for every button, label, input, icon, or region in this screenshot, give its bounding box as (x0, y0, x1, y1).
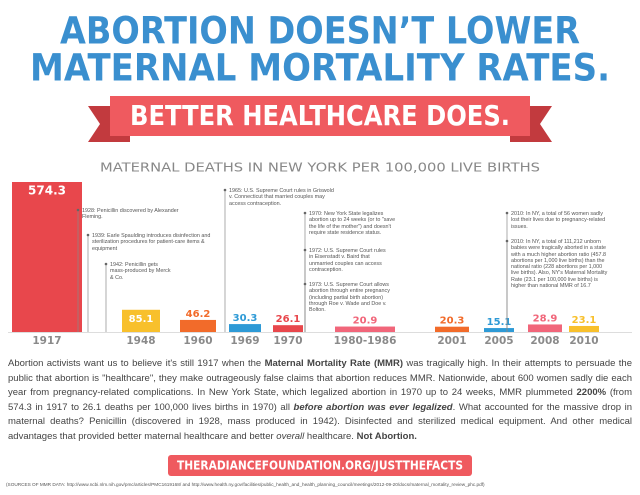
value-label: 85.1 (129, 314, 154, 325)
x-tick-label: 2008 (530, 335, 559, 347)
annotation: 1973: U.S. Supreme Court allows abortion… (309, 282, 390, 314)
value-label: 574.3 (28, 184, 66, 198)
body-run: healthcare. (304, 430, 357, 442)
footer-link[interactable]: THERADIANCEFOUNDATION.ORG/JUSTTHEFACTS (177, 458, 463, 473)
value-label: 20.3 (440, 316, 465, 327)
annotation: 1928: Penicillin discovered by Alexander… (82, 208, 179, 221)
body-text: Abortion activists want us to believe it… (8, 357, 632, 445)
annotation-dot (303, 282, 307, 286)
annotation: 2010: In NY, a total of 56 women sadly l… (511, 211, 606, 230)
value-label: 26.1 (276, 314, 301, 325)
value-label: 15.1 (487, 317, 512, 328)
body-run: overall (276, 430, 305, 442)
x-tick-label: 1980-1986 (334, 335, 397, 347)
body-run: Not Abortion. (356, 430, 417, 442)
footer-banner (168, 455, 472, 476)
x-tick-label: 1969 (230, 335, 259, 347)
annotation-dot (86, 233, 90, 237)
sources: (SOURCES OF MMR DATA: http://www.ncbi.nl… (6, 482, 485, 487)
bar (229, 324, 261, 332)
title-line: ABORTION DOESN’T LOWER (60, 10, 580, 53)
body-run: Maternal Mortality Rate (MMR) (264, 358, 403, 369)
body-run: Abortion activists want us to believe it… (8, 358, 265, 369)
value-label: 28.9 (533, 313, 558, 324)
banner-text: BETTER HEALTHCARE DOES. (130, 99, 510, 132)
annotation-dot (223, 188, 227, 192)
annotation: 1939: Earle Spaulding introduces disinfe… (92, 233, 211, 252)
annotation: 1965: U.S. Supreme Court rules in Griswo… (229, 188, 334, 207)
value-label: 23.1 (572, 315, 597, 326)
x-tick-label: 2010 (569, 335, 598, 347)
bar (122, 309, 160, 332)
bar (569, 325, 599, 332)
ribbon (110, 96, 530, 136)
x-tick-label: 1960 (183, 335, 212, 347)
x-tick-label: 1970 (273, 335, 302, 347)
bar (180, 319, 216, 332)
body-run: . What accounted for the massive drop in… (8, 401, 633, 442)
value-label: 30.3 (233, 313, 258, 324)
body-run: before abortion was ever legalized (293, 401, 453, 413)
annotation-dot (505, 239, 509, 243)
annotation-dot (505, 211, 509, 215)
annotation-dot (76, 208, 80, 212)
bar (435, 326, 469, 332)
x-tick-label: 2005 (484, 335, 513, 347)
annotation: 1970: New York State legalizes abortion … (309, 211, 396, 236)
value-label: 46.2 (186, 309, 211, 320)
bar (335, 326, 395, 332)
x-tick-label: 1917 (32, 335, 61, 347)
annotation-dot (104, 262, 108, 266)
body-run: 2200% (576, 387, 607, 399)
chart-title: MATERNAL DEATHS IN NEW YORK PER 100,000 … (100, 161, 540, 175)
annotation: 1972: U.S. Supreme Court rules in Eisens… (309, 248, 386, 273)
x-tick-label: 1948 (126, 335, 155, 347)
bar (273, 325, 303, 332)
annotation: 2010: In NY, a total of 111,212 unborn b… (511, 239, 608, 290)
x-tick-label: 2001 (437, 335, 466, 347)
annotation-dot (303, 248, 307, 252)
value-label: 20.9 (353, 316, 378, 327)
annotation-dot (303, 211, 307, 215)
bar (12, 182, 82, 332)
body-run: (from 574.3 in 1917 to 26.1 deaths per 1… (8, 387, 632, 413)
title-line: MATERNAL MORTALITY RATES. (30, 47, 610, 90)
annotation: 1942: Penicillin gets mass-produced by M… (110, 262, 171, 281)
bar (484, 328, 514, 332)
body-run: was tragically high. In their attempts t… (8, 358, 632, 399)
bar (528, 324, 562, 332)
